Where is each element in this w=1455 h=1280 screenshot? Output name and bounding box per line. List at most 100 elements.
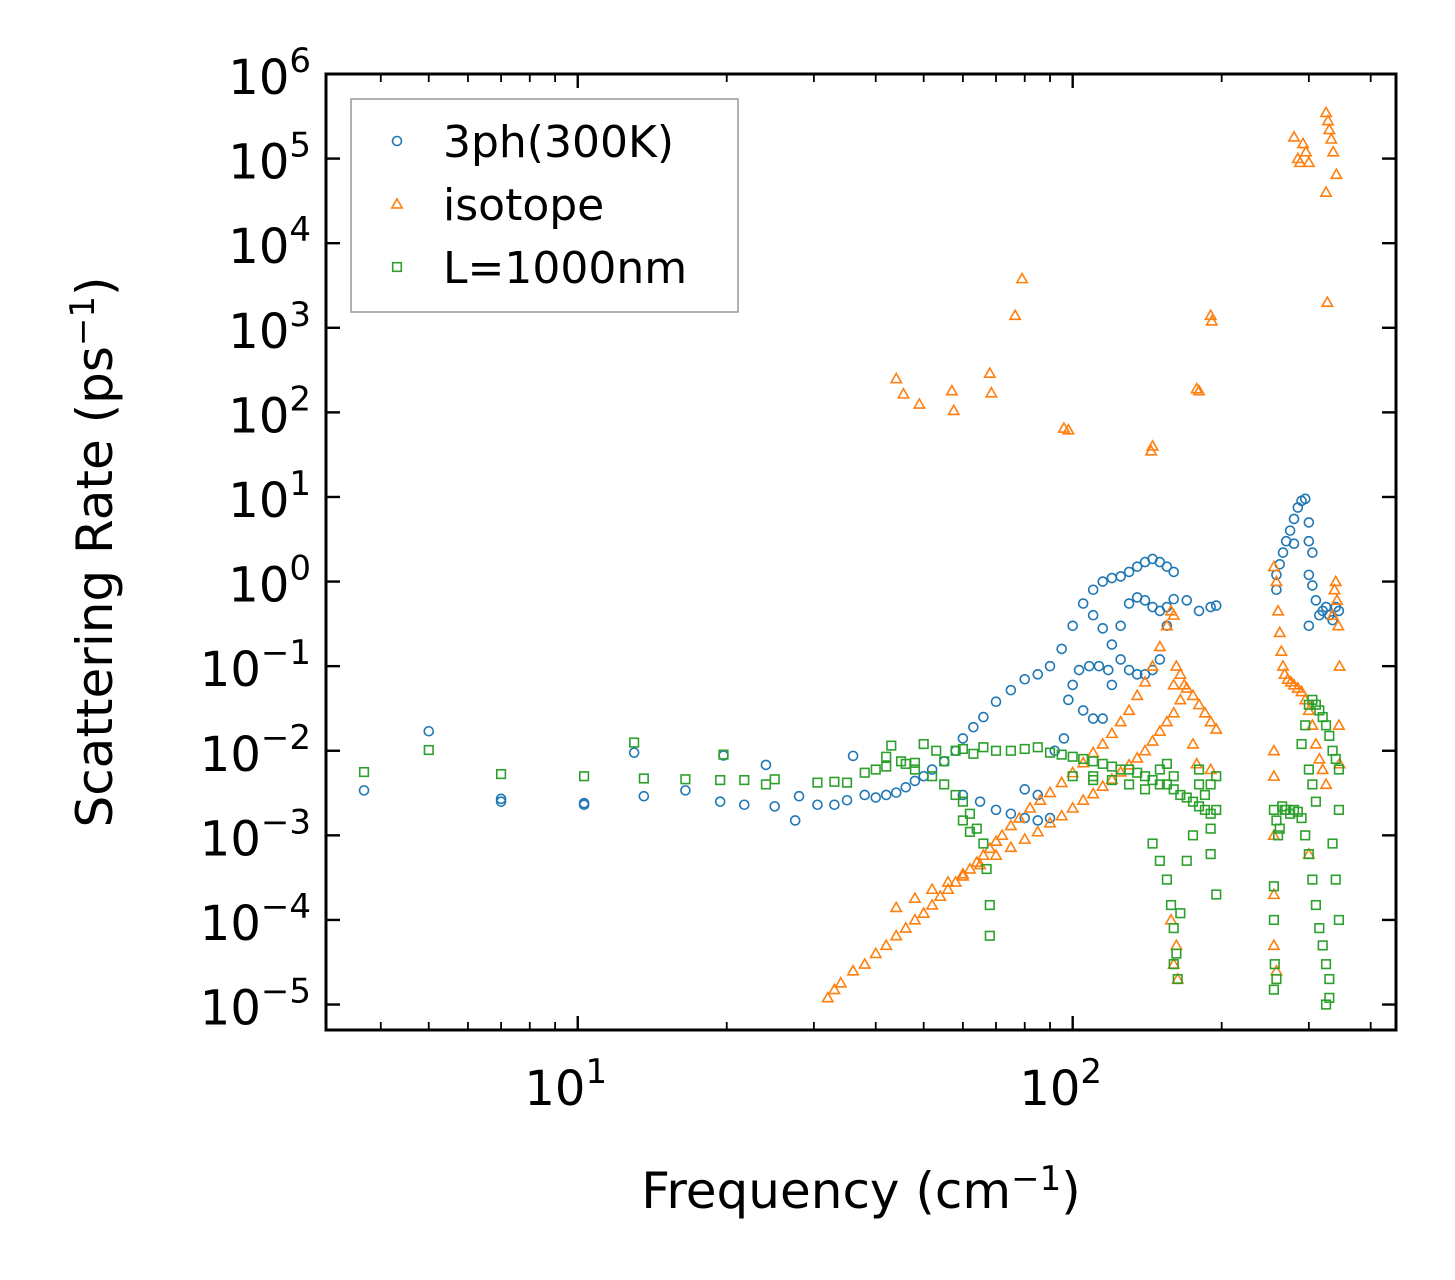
data-point	[1327, 838, 1338, 849]
data-point	[941, 882, 955, 895]
data-point	[1329, 574, 1343, 587]
data-point	[1168, 923, 1179, 934]
data-point	[968, 721, 979, 733]
data-point	[1303, 849, 1314, 860]
data-point	[1123, 598, 1135, 609]
data-point	[827, 982, 841, 995]
data-point	[1274, 644, 1288, 656]
data-point	[1106, 761, 1117, 772]
legend-marker	[391, 261, 403, 273]
data-point	[890, 787, 902, 798]
data-point	[1324, 973, 1335, 985]
data-point	[1078, 753, 1089, 765]
data-point	[978, 838, 989, 849]
data-point	[1167, 678, 1181, 690]
data-point	[1205, 314, 1219, 326]
data-point	[1131, 561, 1143, 572]
data-point	[956, 867, 970, 879]
data-point	[1294, 684, 1309, 697]
data-point	[1303, 569, 1315, 581]
data-point	[912, 397, 926, 409]
legend-entry: isotope	[390, 180, 604, 231]
data-point	[978, 742, 989, 753]
data-point	[1268, 984, 1280, 995]
data-point	[879, 938, 893, 951]
series-square	[358, 694, 1344, 1010]
data-point	[846, 964, 860, 976]
legend: 3ph(300K) isotope L=1000nm	[350, 98, 739, 313]
data-point	[769, 774, 780, 785]
data-point	[950, 745, 961, 756]
data-point	[1199, 789, 1211, 801]
legend-label: 3ph(300K)	[443, 117, 674, 168]
data-point	[1198, 706, 1212, 718]
data-point	[870, 792, 882, 803]
data-point	[1271, 973, 1282, 985]
data-point	[978, 711, 989, 723]
data-point	[1147, 838, 1158, 849]
x-tick-label: 101	[524, 1052, 607, 1117]
data-point	[1330, 874, 1341, 885]
axes-frame	[324, 72, 1398, 1032]
data-point	[1205, 849, 1216, 860]
data-point	[1268, 804, 1280, 815]
data-point	[909, 764, 921, 775]
data-point	[1319, 777, 1333, 790]
y-tick-label: 10−5	[200, 972, 311, 1037]
data-point	[1097, 576, 1109, 587]
data-point	[1293, 155, 1307, 168]
data-point	[1296, 812, 1307, 824]
data-point	[1327, 745, 1338, 756]
data-point	[1153, 639, 1167, 652]
data-point	[1300, 830, 1311, 841]
data-point	[1168, 784, 1179, 795]
data-point	[1284, 525, 1296, 536]
data-point	[1115, 571, 1126, 582]
data-point	[1043, 785, 1057, 798]
data-point	[1012, 811, 1026, 823]
data-point	[1327, 614, 1338, 626]
data-point	[1073, 664, 1085, 676]
data-point	[1274, 823, 1285, 834]
plot-area	[324, 72, 1398, 1032]
data-point	[1181, 855, 1192, 866]
data-point	[1083, 660, 1095, 672]
data-point	[1175, 908, 1186, 919]
data-point	[358, 785, 370, 796]
data-point	[926, 764, 938, 775]
x-tick-labels: 101 102	[524, 1052, 1102, 1117]
data-point	[1333, 804, 1344, 815]
data-point	[1172, 973, 1183, 985]
data-point	[1032, 815, 1044, 826]
data-point	[918, 770, 930, 782]
data-point	[829, 776, 840, 787]
y-tick-label: 100	[228, 549, 311, 614]
data-point	[1204, 714, 1218, 727]
data-point	[423, 744, 434, 756]
legend-label: isotope	[443, 180, 604, 231]
data-point	[495, 768, 507, 780]
data-point	[1008, 308, 1022, 321]
data-point	[889, 928, 903, 941]
data-point	[847, 750, 859, 762]
data-point	[1173, 693, 1187, 705]
data-point	[1145, 659, 1160, 671]
data-point	[1088, 774, 1099, 786]
data-point	[680, 785, 691, 796]
data-point	[1317, 940, 1328, 951]
data-point	[1190, 381, 1204, 394]
data-point	[950, 789, 961, 801]
y-tick-label: 103	[228, 295, 311, 360]
data-point	[1267, 743, 1281, 756]
data-point	[1209, 722, 1223, 734]
data-point	[495, 796, 507, 807]
data-point	[1332, 718, 1346, 730]
data-point	[870, 764, 881, 775]
data-point	[900, 781, 912, 793]
data-point	[1114, 765, 1128, 777]
data-point	[1310, 595, 1322, 606]
data-point	[964, 826, 976, 837]
data-point	[1303, 620, 1315, 632]
data-point	[1268, 881, 1280, 892]
data-point	[1277, 547, 1289, 558]
